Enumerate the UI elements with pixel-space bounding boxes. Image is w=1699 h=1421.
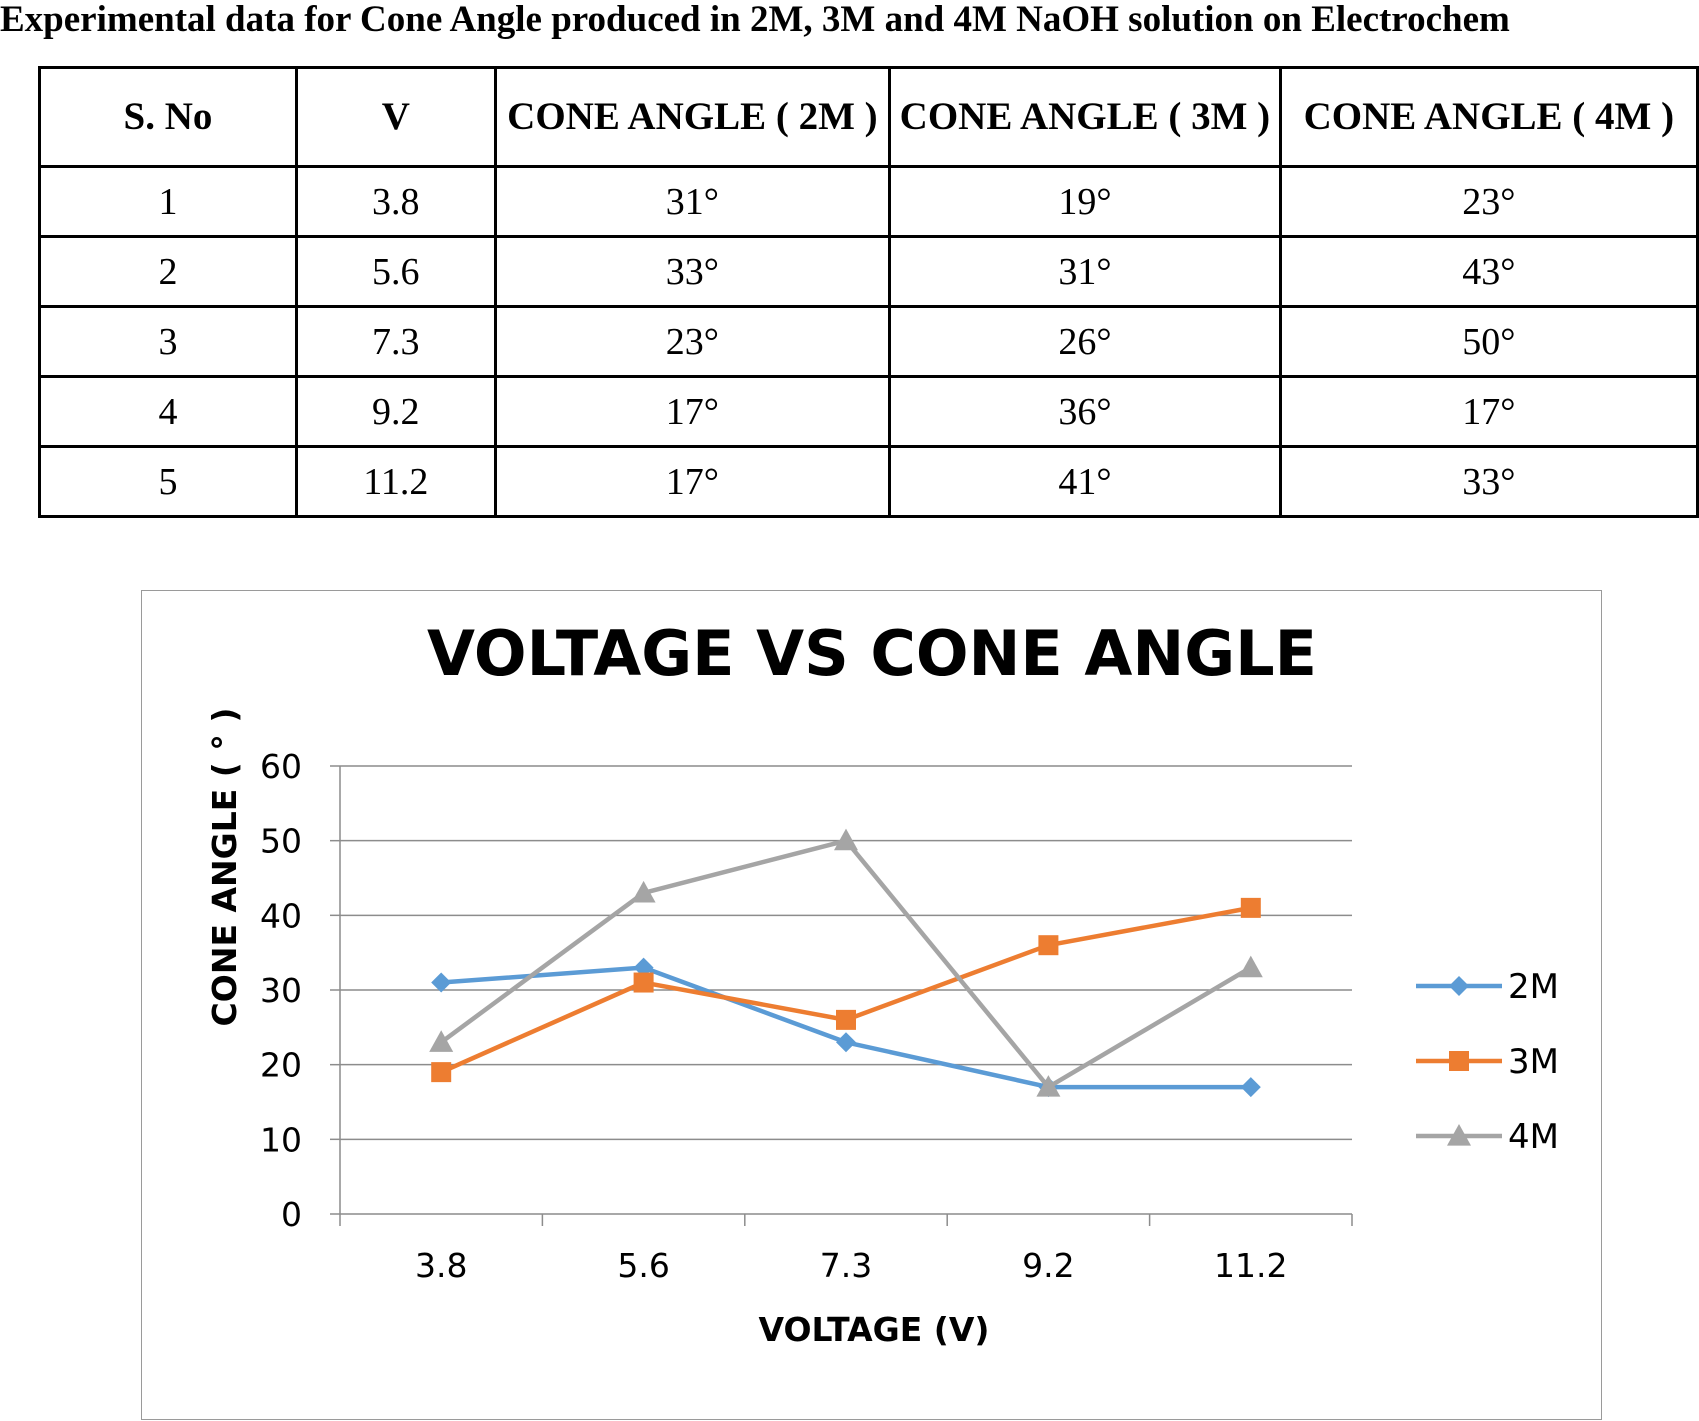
y-tick-label: 30 — [260, 971, 302, 1010]
y-tick-label: 50 — [260, 822, 302, 861]
data-point-4m — [1036, 1075, 1061, 1097]
header-cone-angle-2m: CONE ANGLE ( 2M ) — [493, 66, 892, 168]
x-tick-label: 7.3 — [820, 1246, 872, 1285]
data-point-4m — [1238, 955, 1263, 978]
cell-angle-3m: 36° — [888, 375, 1282, 448]
legend-marker-2m — [1449, 976, 1469, 996]
x-tick-label: 9.2 — [1022, 1246, 1074, 1285]
table-row: 1 3.8 31° 19° 23° — [38, 165, 1699, 238]
y-tick-label: 10 — [260, 1120, 302, 1159]
gridlines — [340, 765, 1352, 1141]
cell-angle-2m: 17° — [493, 445, 892, 518]
legend-label-2m: 2M — [1508, 967, 1559, 1007]
table-row: 4 9.2 17° 36° 17° — [38, 375, 1699, 448]
x-tick-label: 3.8 — [415, 1246, 467, 1285]
table-row: 5 11.2 17° 41° 33° — [38, 445, 1699, 518]
data-point-4m — [834, 828, 858, 851]
data-point-2m — [836, 1032, 856, 1053]
chart-title: VOLTAGE VS CONE ANGLE — [427, 617, 1317, 690]
cell-angle-4m: 17° — [1278, 375, 1699, 448]
cell-angle-4m: 33° — [1278, 445, 1699, 518]
cell-angle-2m: 31° — [493, 165, 892, 238]
cell-angle-3m: 31° — [888, 235, 1282, 308]
legend-marker-4m — [1447, 1124, 1471, 1146]
header-voltage: V — [294, 66, 497, 168]
data-point-2m — [431, 972, 452, 993]
cell-angle-3m: 19° — [888, 165, 1282, 238]
x-axis-title: VOLTAGE (V) — [759, 1310, 990, 1349]
table-header-row: S. No V CONE ANGLE ( 2M ) CONE ANGLE ( 3… — [38, 66, 1699, 168]
legend-label-3m: 3M — [1508, 1042, 1559, 1082]
cell-voltage: 9.2 — [294, 375, 497, 448]
y-tick-label: 20 — [260, 1046, 302, 1085]
y-tick-label: 0 — [281, 1195, 302, 1234]
cell-angle-3m: 26° — [888, 305, 1282, 378]
cell-voltage: 7.3 — [294, 305, 497, 378]
cell-angle-2m: 17° — [493, 375, 892, 448]
cell-sno: 4 — [38, 375, 298, 448]
legend-label-4m: 4M — [1508, 1117, 1559, 1157]
data-point-4m — [429, 1030, 454, 1052]
cell-angle-2m: 23° — [493, 305, 892, 378]
data-point-3m — [431, 1062, 452, 1083]
legend: 2M 3M 4M — [1416, 967, 1559, 1157]
cell-voltage: 3.8 — [294, 165, 497, 238]
table-row: 2 5.6 33° 31° 43° — [38, 235, 1699, 308]
cell-voltage: 5.6 — [294, 235, 497, 308]
line-chart: 0 10 20 30 40 50 60 3.8 5.6 7.3 9.2 11.2 2M 3M 4M VOL… — [205, 617, 1559, 1349]
data-point-3m — [633, 972, 654, 993]
table-row: 3 7.3 23° 26° 50° — [38, 305, 1699, 378]
x-tick-label: 5.6 — [617, 1246, 669, 1285]
series-group — [429, 828, 1263, 1098]
legend-marker-3m — [1449, 1051, 1469, 1071]
axes: 0 10 20 30 40 50 60 3.8 5.6 7.3 9.2 11.2 — [260, 747, 1353, 1285]
cell-angle-4m: 50° — [1278, 305, 1699, 378]
data-point-2m — [1240, 1077, 1261, 1098]
data-point-4m — [631, 880, 656, 903]
cell-angle-4m: 43° — [1278, 235, 1699, 308]
y-tick-label: 60 — [260, 747, 302, 786]
header-sno: S. No — [38, 66, 298, 168]
page-heading: Experimental data for Cone Angle produce… — [0, 0, 1510, 40]
y-tick-label: 40 — [260, 896, 302, 935]
cell-sno: 5 — [38, 445, 298, 518]
cell-sno: 3 — [38, 305, 298, 378]
chart-container: 0 10 20 30 40 50 60 3.8 5.6 7.3 9.2 11.2 2M 3M 4M VOL… — [141, 590, 1602, 1420]
y-axis-title: CONE ANGLE ( ° ) — [205, 708, 244, 1027]
x-tick-label: 11.2 — [1214, 1246, 1287, 1285]
data-table: S. No V CONE ANGLE ( 2M ) CONE ANGLE ( 3… — [38, 66, 1699, 518]
cell-sno: 2 — [38, 235, 298, 308]
cell-angle-3m: 41° — [888, 445, 1282, 518]
data-point-3m — [1038, 935, 1059, 956]
cell-angle-2m: 33° — [493, 235, 892, 308]
data-point-3m — [1240, 897, 1261, 918]
data-point-3m — [836, 1009, 856, 1030]
header-cone-angle-4m: CONE ANGLE ( 4M ) — [1278, 66, 1699, 168]
cell-voltage: 11.2 — [294, 445, 497, 518]
cell-angle-4m: 23° — [1278, 165, 1699, 238]
header-cone-angle-3m: CONE ANGLE ( 3M ) — [888, 66, 1282, 168]
cell-sno: 1 — [38, 165, 298, 238]
